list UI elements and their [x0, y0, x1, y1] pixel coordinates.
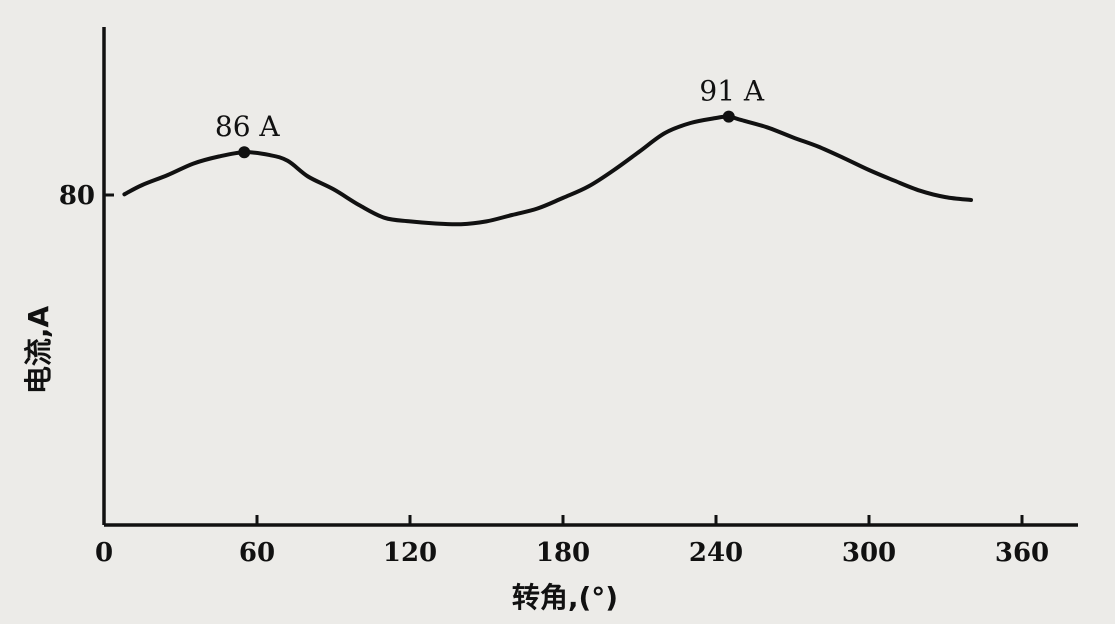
x-tick-labels: 0 60 120 180 240 300 360 — [95, 538, 1049, 568]
x-tick-label: 0 — [95, 538, 113, 568]
x-tick-label: 180 — [536, 538, 590, 568]
x-tick-label: 60 — [239, 538, 275, 568]
y-tick-labels: 80 — [59, 181, 95, 211]
x-tick-label: 360 — [995, 538, 1049, 568]
x-tick-label: 120 — [383, 538, 437, 568]
x-tick-label: 240 — [689, 538, 743, 568]
peak-label: 86 A — [215, 110, 281, 143]
peak-label: 91 A — [699, 75, 765, 108]
annotations: 86 A 91 A — [215, 75, 765, 159]
series — [122, 114, 973, 227]
peak-marker — [722, 110, 735, 123]
y-tick-label: 80 — [59, 181, 95, 211]
x-axis-title: 转角,(°) — [512, 581, 618, 614]
y-axis-title: 电流,A — [22, 306, 55, 395]
axes — [102, 27, 1078, 527]
peak-marker — [238, 146, 251, 159]
current-curve — [122, 114, 973, 227]
x-tick-label: 300 — [842, 538, 896, 568]
tick-marks — [104, 193, 1024, 525]
